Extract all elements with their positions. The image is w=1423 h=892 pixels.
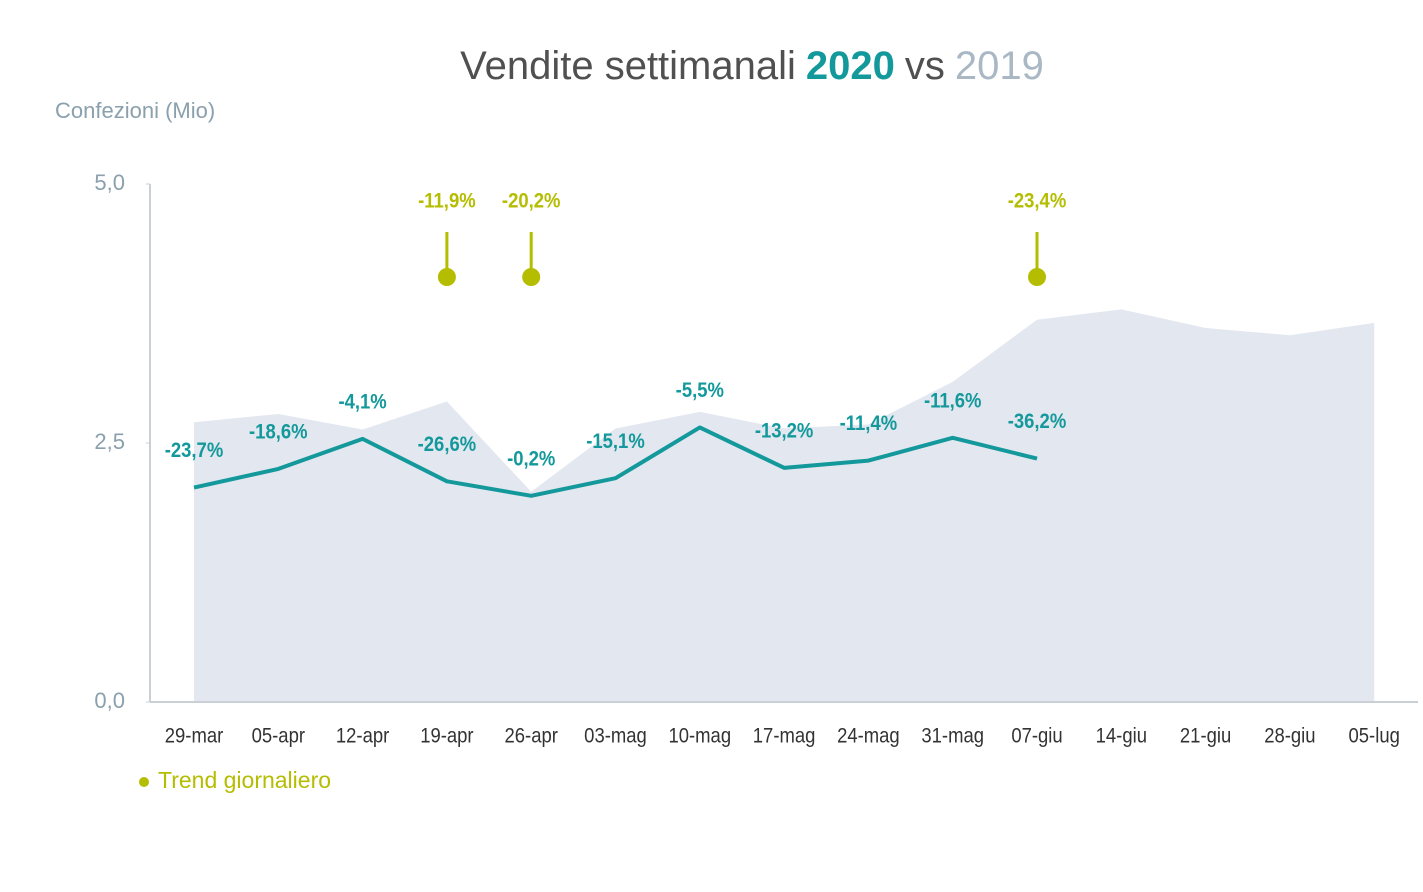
change-label: -11,4% <box>840 412 898 435</box>
y-tick-label: 2,5 <box>94 429 125 454</box>
x-tick-label: 31-mag <box>921 724 984 747</box>
change-label: -11,6% <box>924 389 982 412</box>
change-label: -5,5% <box>676 379 725 402</box>
title-series-2020: 2020 <box>806 44 895 88</box>
x-tick-label: 07-giu <box>1011 724 1062 747</box>
change-label: -4,1% <box>338 390 387 413</box>
x-tick-label: 05-lug <box>1349 724 1400 747</box>
trend-label: -11,9% <box>418 189 476 212</box>
legend-marker <box>139 777 149 787</box>
y-axis-label: Confezioni (Mio) <box>55 98 215 123</box>
change-label: -36,2% <box>1008 410 1067 433</box>
x-tick-label: 14-giu <box>1096 724 1147 747</box>
change-label: -13,2% <box>755 419 814 442</box>
trend-label: -23,4% <box>1008 189 1067 212</box>
legend-label: Trend giornaliero <box>158 767 331 793</box>
title-text: Vendite settimanali <box>460 44 796 88</box>
change-label: -0,2% <box>507 447 556 470</box>
line-2020 <box>193 425 1038 498</box>
change-label: -23,7% <box>165 439 224 462</box>
x-tick-label: 17-mag <box>753 724 816 747</box>
x-tick-label: 12-apr <box>336 724 390 747</box>
trend-marker <box>437 268 456 286</box>
title-connector: vs <box>905 44 945 88</box>
trend-label: -20,2% <box>502 189 561 212</box>
change-label: -26,6% <box>418 433 477 456</box>
x-tick-label: 21-giu <box>1180 724 1231 747</box>
x-tick-label: 29-mar <box>165 724 224 747</box>
change-label: -15,1% <box>586 430 645 453</box>
x-tick-label: 10-mag <box>668 724 731 747</box>
x-tick-label: 24-mag <box>837 724 900 747</box>
x-tick-label: 03-mag <box>584 724 647 747</box>
title-series-2019: 2019 <box>955 44 1044 88</box>
y-tick-label: 5,0 <box>94 170 125 195</box>
x-tick-label: 05-apr <box>252 724 306 747</box>
x-tick-label: 28-giu <box>1264 724 1315 747</box>
trend-marker <box>522 268 541 286</box>
y-tick-label: 0,0 <box>94 688 125 713</box>
x-tick-label: 26-apr <box>505 724 559 747</box>
trend-marker <box>1028 268 1046 286</box>
x-tick-label: 19-apr <box>420 724 474 747</box>
change-label: -18,6% <box>249 420 308 443</box>
area-2019 <box>194 309 1375 702</box>
chart-title: Vendite settimanali 2020 vs 2019 <box>460 44 1044 88</box>
